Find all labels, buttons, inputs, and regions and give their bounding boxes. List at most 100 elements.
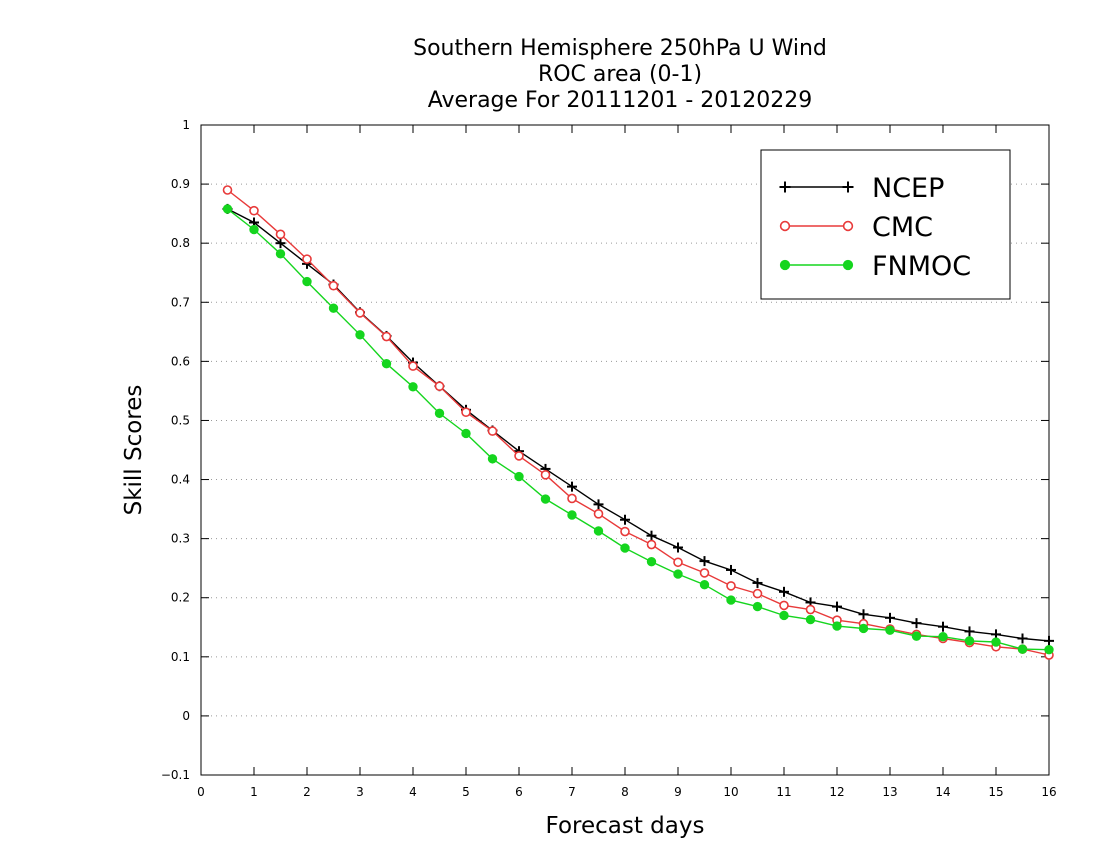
chart-title-line-2: ROC area (0-1) — [537, 62, 703, 87]
data-point-plus — [938, 621, 948, 632]
y-tick-label: 0.4 — [171, 473, 190, 487]
data-point-plus — [726, 564, 736, 575]
data-point-filled-circle — [726, 595, 736, 605]
x-tick-label: 9 — [674, 785, 682, 799]
x-tick-label: 0 — [197, 785, 205, 799]
data-point-open-circle — [842, 220, 854, 232]
data-point-plus — [779, 181, 791, 193]
y-tick-label: 1 — [182, 118, 190, 132]
data-point-filled-circle — [593, 526, 604, 536]
data-point-filled-circle — [302, 276, 312, 287]
x-tick-label: 7 — [568, 785, 576, 799]
x-tick-label: 1 — [250, 785, 258, 799]
data-point-filled-circle — [964, 636, 975, 646]
data-point-filled-circle — [779, 610, 789, 621]
data-point-plus — [646, 530, 657, 541]
data-point-filled-circle — [885, 625, 895, 635]
data-point-plus — [911, 618, 922, 629]
y-tick-label: 0.6 — [171, 354, 190, 368]
x-tick-label: 6 — [515, 785, 523, 799]
data-point-plus — [964, 626, 975, 637]
data-point-filled-circle — [514, 471, 524, 482]
data-point-open-circle — [805, 604, 816, 615]
data-point-filled-circle — [832, 621, 842, 631]
x-tick-label: 15 — [988, 785, 1003, 799]
data-point-plus — [1044, 635, 1054, 646]
legend-label: NCEP — [872, 173, 944, 204]
x-tick-label: 16 — [1041, 785, 1056, 799]
axis-ticks: −0.100.10.20.30.40.50.60.70.80.910 1 2 3 4 5 6… — [161, 118, 1057, 799]
data-point-filled-circle — [938, 632, 948, 642]
data-point-open-circle — [726, 581, 736, 591]
data-point-filled-circle — [858, 623, 869, 634]
x-tick-label: 10 — [723, 785, 738, 799]
y-axis-label: Skill Scores — [121, 385, 147, 516]
data-point-filled-circle — [673, 569, 683, 579]
data-point-open-circle — [222, 185, 233, 195]
data-point-open-circle — [514, 451, 524, 461]
data-point-open-circle — [249, 205, 259, 216]
data-point-open-circle — [302, 254, 312, 264]
legend-item-cmc: CMC — [779, 212, 933, 243]
data-point-plus — [593, 499, 604, 510]
data-point-open-circle — [567, 493, 577, 504]
data-point-open-circle — [699, 568, 710, 578]
x-tick-label: 13 — [882, 785, 897, 799]
data-point-open-circle — [752, 588, 763, 599]
data-point-open-circle — [540, 470, 551, 480]
data-point-filled-circle — [620, 543, 630, 553]
data-point-filled-circle — [805, 614, 816, 625]
x-tick-label: 4 — [409, 785, 417, 799]
data-point-plus — [832, 601, 842, 612]
data-point-filled-circle — [540, 494, 551, 504]
data-point-filled-circle — [699, 580, 710, 590]
y-tick-label: 0.1 — [171, 650, 190, 664]
series-layer — [222, 185, 1054, 660]
legend-item-fnmoc: FNMOC — [779, 251, 971, 282]
y-tick-label: 0.2 — [171, 591, 190, 605]
data-point-open-circle — [487, 426, 498, 436]
data-point-plus — [567, 481, 577, 492]
x-tick-label: 11 — [776, 785, 791, 799]
data-point-plus — [275, 238, 286, 249]
data-point-filled-circle — [434, 408, 445, 419]
data-point-filled-circle — [779, 259, 791, 271]
y-tick-label: 0.5 — [171, 413, 190, 427]
data-point-open-circle — [408, 361, 418, 371]
x-tick-label: 12 — [829, 785, 844, 799]
data-point-filled-circle — [911, 631, 922, 641]
data-point-filled-circle — [222, 204, 233, 214]
data-point-filled-circle — [487, 454, 498, 464]
data-point-filled-circle — [249, 224, 259, 235]
chart-title-line-3: Average For 20111201 - 20120229 — [427, 88, 813, 113]
y-tick-label: 0.7 — [171, 295, 190, 309]
data-point-filled-circle — [381, 359, 392, 369]
data-point-open-circle — [355, 308, 365, 318]
y-tick-label: 0 — [182, 709, 190, 723]
data-point-filled-circle — [1044, 645, 1054, 655]
data-point-open-circle — [646, 539, 657, 550]
data-point-filled-circle — [646, 556, 657, 567]
data-point-filled-circle — [991, 637, 1001, 647]
data-point-plus — [673, 542, 683, 553]
data-point-open-circle — [593, 509, 604, 519]
data-point-open-circle — [620, 526, 630, 537]
data-point-open-circle — [328, 280, 339, 291]
y-tick-label: 0.8 — [171, 236, 190, 250]
data-point-filled-circle — [328, 303, 339, 313]
data-point-plus — [752, 577, 763, 588]
data-point-filled-circle — [275, 249, 286, 259]
data-point-filled-circle — [355, 330, 365, 340]
x-axis-label: Forecast days — [546, 813, 705, 839]
data-point-plus — [779, 586, 789, 597]
legend: NCEP CMC FNMOC — [760, 149, 1011, 300]
legend-label: FNMOC — [872, 251, 971, 282]
data-point-plus — [1017, 633, 1028, 644]
x-tick-label: 5 — [462, 785, 470, 799]
chart-title-line-1: Southern Hemisphere 250hPa U Wind — [413, 36, 827, 61]
data-point-open-circle — [673, 557, 683, 568]
data-point-plus — [699, 556, 710, 567]
series-fnmoc — [222, 204, 1054, 655]
